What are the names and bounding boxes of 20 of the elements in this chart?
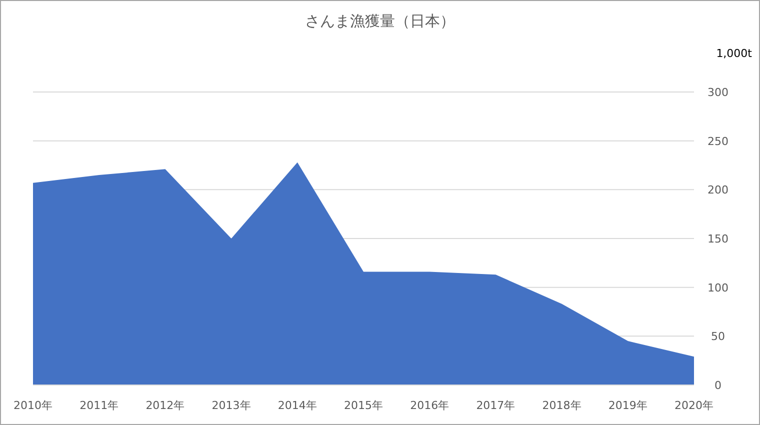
y-axis-title: 1,000t <box>716 47 753 60</box>
x-tick-label: 2012年 <box>146 399 185 412</box>
y-tick-label: 150 <box>708 232 728 246</box>
y-tick-label: 0 <box>714 379 722 392</box>
x-tick-label: 2016年 <box>410 399 450 412</box>
x-tick-label: 2011年 <box>80 399 119 412</box>
y-tick-label: 50 <box>711 330 725 344</box>
chart-title: さんま漁獲量（日本） <box>305 12 455 30</box>
x-tick-label: 2010年 <box>14 399 52 412</box>
y-tick-label: 200 <box>708 184 728 197</box>
x-tick-label: 2020年 <box>674 399 714 412</box>
y-tick-label: 250 <box>708 134 728 148</box>
x-tick-label: 2013年 <box>212 399 251 412</box>
x-tick-label: 2019年 <box>608 399 648 412</box>
x-tick-label: 2015年 <box>344 399 383 412</box>
x-tick-label: 2014年 <box>278 399 317 412</box>
y-tick-label: 300 <box>708 86 728 99</box>
y-tick-label: 100 <box>708 281 728 294</box>
x-tick-label: 2018年 <box>542 399 582 412</box>
x-tick-label: 2017年 <box>476 399 516 412</box>
